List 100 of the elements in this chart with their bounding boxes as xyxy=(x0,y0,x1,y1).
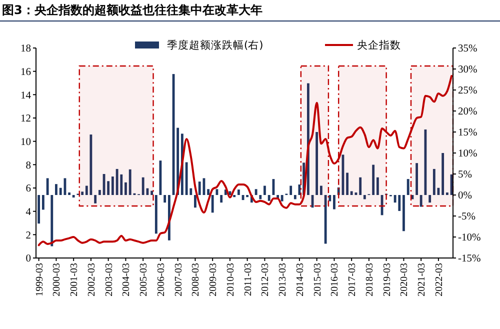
x-tick-label: 2002-03 xyxy=(86,263,98,296)
y2-tick-label: -15% xyxy=(458,254,481,265)
y-tick-label: 14 xyxy=(20,90,32,102)
x-tick-label: 2009-03 xyxy=(208,263,220,296)
x-tick-label: 2007-03 xyxy=(173,263,184,296)
bar xyxy=(59,188,62,195)
x-tick-label: 2013-03 xyxy=(278,263,289,296)
bar xyxy=(372,164,375,195)
y2-tick-label: 30% xyxy=(458,64,478,76)
bar xyxy=(298,184,301,195)
bar xyxy=(237,190,240,195)
bar xyxy=(346,172,349,195)
bar xyxy=(442,153,444,195)
bar xyxy=(116,168,118,195)
y-tick-label: 12 xyxy=(20,114,31,125)
bar xyxy=(376,177,379,195)
bar xyxy=(290,186,292,195)
x-tick-label: 2018-03 xyxy=(364,263,376,296)
x-tick-label: 2015-03 xyxy=(312,263,324,296)
bar xyxy=(259,195,262,200)
bar xyxy=(264,186,266,195)
bar xyxy=(432,168,436,195)
y2-tick-label: -10% xyxy=(458,232,481,244)
x-tick-label: 2010-03 xyxy=(225,263,236,296)
legend-label: 央企指数 xyxy=(357,38,401,52)
y-tick-label: 16 xyxy=(20,67,31,78)
y-tick-label: 18 xyxy=(20,44,31,55)
legend-label: 季度超额涨跌幅(右) xyxy=(167,38,264,52)
bar xyxy=(150,190,154,195)
x-tick-label: 2022-03 xyxy=(434,263,445,296)
bar xyxy=(55,184,58,195)
line-series xyxy=(38,75,453,246)
x-tick-label: 2004-03 xyxy=(121,263,132,296)
bar xyxy=(81,192,84,195)
x-tick-label: 2012-03 xyxy=(260,263,272,296)
bar xyxy=(194,195,196,208)
y2-tick-label: 25% xyxy=(458,86,478,97)
bar xyxy=(359,177,362,195)
bar xyxy=(154,195,158,234)
bar xyxy=(211,195,214,213)
x-tick-label: 2008-03 xyxy=(190,263,202,296)
y2-tick-label: 10% xyxy=(458,148,478,160)
y2-tick-label: 5% xyxy=(458,170,472,181)
x-tick-label: 1999-03 xyxy=(34,263,46,296)
bar xyxy=(363,195,366,200)
bar xyxy=(316,132,318,195)
bar xyxy=(142,177,144,195)
bar xyxy=(402,195,405,232)
bar xyxy=(164,195,166,203)
chart-title: 图3：央企指数的超额收益也往往集中在改革大年 xyxy=(2,3,262,17)
bar xyxy=(320,186,322,195)
y-tick-label: 4 xyxy=(26,207,32,218)
x-tick-label: 2003-03 xyxy=(104,263,115,296)
bar xyxy=(333,195,336,210)
x-tick-label: 2020-03 xyxy=(399,263,410,296)
bar xyxy=(72,195,75,198)
y-tick-label: 2 xyxy=(26,230,31,242)
y2-tick-label: 20% xyxy=(458,106,478,118)
x-tick-label: 2001-03 xyxy=(69,263,80,296)
bar xyxy=(68,192,71,195)
bar xyxy=(398,195,401,211)
x-tick-label: 2011-03 xyxy=(242,263,254,296)
x-tick-label: 2006-03 xyxy=(156,263,167,296)
y2-tick-label: 0% xyxy=(458,190,472,202)
bar xyxy=(406,179,410,195)
x-tick-label: 2016-03 xyxy=(330,263,341,296)
bar xyxy=(420,195,422,207)
bar xyxy=(268,195,270,201)
x-tick-label: 2014-03 xyxy=(294,263,306,296)
bar xyxy=(107,181,110,195)
bar xyxy=(38,195,40,224)
bar xyxy=(98,190,101,195)
y2-tick-label: 35% xyxy=(458,44,478,55)
bar xyxy=(198,182,201,195)
bar xyxy=(294,195,296,200)
y2-tick-label: 15% xyxy=(458,128,478,139)
y2-tick-label: -5% xyxy=(458,212,476,223)
bar xyxy=(128,169,132,195)
bar xyxy=(446,192,448,195)
x-tick-label: 2005-03 xyxy=(138,263,150,296)
y-tick-label: 10 xyxy=(20,137,31,148)
bar xyxy=(428,195,432,203)
bar xyxy=(42,195,44,210)
bar xyxy=(185,162,188,195)
bar xyxy=(350,191,353,195)
bar xyxy=(207,189,210,195)
bar xyxy=(94,195,97,204)
x-tick-label: 2019-03 xyxy=(382,263,393,296)
x-tick-label: 2017-03 xyxy=(347,263,358,296)
bar xyxy=(337,187,340,195)
bar xyxy=(280,195,284,202)
bar xyxy=(416,163,418,195)
bar xyxy=(124,182,127,195)
bar xyxy=(220,195,223,203)
bar xyxy=(254,189,258,195)
bar xyxy=(159,160,162,195)
y-tick-label: 8 xyxy=(26,160,31,172)
y-tick-label: 6 xyxy=(26,184,31,195)
bar xyxy=(324,195,327,244)
bar xyxy=(46,178,49,195)
